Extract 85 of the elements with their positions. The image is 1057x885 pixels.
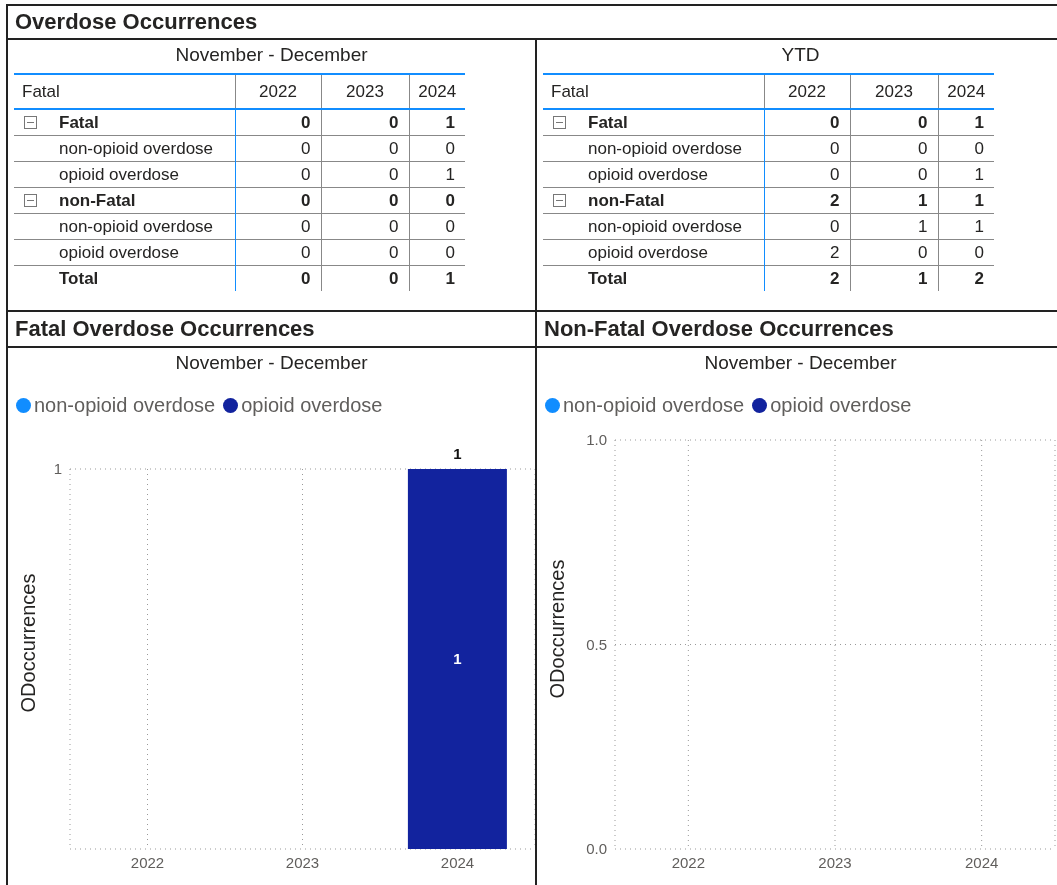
chart-subtitle: YTD (780, 43, 821, 67)
y-tick-label: 1 (53, 460, 62, 478)
data-label: 1 (850, 187, 938, 214)
data-label: 0 (764, 135, 850, 162)
data-label: 1 (938, 161, 994, 188)
legend-label: opioid overdose (241, 393, 383, 417)
data-label: 0 (409, 213, 465, 240)
y-tick-label: non-Fatal (588, 191, 665, 210)
data-label: 1 (409, 161, 465, 188)
y-tick-label: Total (59, 269, 99, 288)
x-tick-label: 2022 (671, 853, 706, 871)
x-tick-label: 2022 (764, 74, 850, 109)
data-label: 1 (409, 109, 465, 136)
data-label: 0 (850, 239, 938, 266)
x-tick-label: 2023 (818, 853, 852, 871)
y-tick-label: Total (588, 269, 628, 288)
data-label: 0 (321, 135, 409, 162)
data-label: 1 (850, 213, 938, 240)
data-label: 0 (235, 213, 321, 240)
y-tick-label: 0.0 (586, 840, 607, 858)
data-label: 0 (321, 109, 409, 136)
data-label: 0 (321, 265, 409, 291)
x-tick-label: 2024 (964, 853, 999, 871)
data-label: 0 (764, 161, 850, 188)
data-label: 1 (938, 109, 994, 136)
data-label: 0 (764, 109, 850, 136)
y-tick-label: non-opioid overdose (59, 217, 214, 236)
x-tick-label: 2023 (285, 853, 320, 871)
chart-title: Non-Fatal Overdose Occurrences (544, 315, 894, 343)
y-tick-label: 1.0 (586, 431, 607, 449)
data-label: 0 (235, 135, 321, 162)
data-label: 0 (235, 239, 321, 266)
data-label: 0 (235, 187, 321, 214)
y-tick-label: opioid overdose (588, 243, 709, 262)
y-tick-label: non-Fatal (59, 191, 136, 210)
x-tick-label: 2024 (417, 80, 458, 103)
legend-label: opioid overdose (770, 393, 912, 417)
x-tick-label: 2022 (235, 74, 321, 109)
chart-title: Overdose Occurrences (15, 8, 258, 36)
y-tick-label: Fatal (59, 113, 99, 132)
y-axis-title: ODoccurrences (546, 559, 568, 698)
data-label: 0 (409, 187, 465, 214)
data-label: 0 (850, 135, 938, 162)
data-label: 0 (764, 213, 850, 240)
data-label: 0 (409, 239, 465, 266)
x-tick-label: 2022 (130, 853, 165, 871)
data-label: 0 (938, 135, 994, 162)
x-tick-label: 2024 (440, 853, 475, 871)
y-tick-label: non-opioid overdose (59, 139, 214, 158)
x-tick-label: 2023 (850, 74, 938, 109)
data-label: 2 (764, 265, 850, 291)
y-tick-label: Fatal (588, 113, 628, 132)
y-tick-label: non-opioid overdose (588, 217, 743, 236)
chart-title: Fatal Overdose Occurrences (15, 315, 315, 343)
x-tick-label: 2023 (321, 74, 409, 109)
y-tick-label: opioid overdose (588, 165, 709, 184)
y-tick-label: opioid overdose (59, 165, 180, 184)
data-label: 2 (938, 265, 994, 291)
x-tick-label: 2024 (946, 80, 987, 103)
data-label: 0 (938, 239, 994, 266)
y-tick-label: opioid overdose (59, 243, 180, 262)
total-label: 1 (453, 445, 462, 462)
data-label: 1 (850, 265, 938, 291)
data-label: 1 (453, 650, 462, 667)
data-label: 0 (235, 265, 321, 291)
chart-subtitle: November - December (174, 351, 369, 375)
data-label: 1 (938, 213, 994, 240)
data-label: 0 (850, 109, 938, 136)
data-label: 0 (321, 213, 409, 240)
data-label: 2 (764, 239, 850, 266)
data-label: 0 (850, 161, 938, 188)
chart-subtitle: November - December (174, 43, 369, 67)
chart-subtitle: November - December (703, 351, 898, 375)
data-label: 0 (321, 187, 409, 214)
data-label: 1 (409, 265, 465, 291)
data-label: 0 (321, 161, 409, 188)
y-axis-title: ODoccurrences (17, 573, 39, 713)
data-label: 0 (321, 239, 409, 266)
data-label: 0 (409, 135, 465, 162)
data-label: 2 (764, 187, 850, 214)
y-tick-label: non-opioid overdose (588, 139, 743, 158)
data-label: 1 (938, 187, 994, 214)
data-label: 0 (235, 109, 321, 136)
y-tick-label: 0.5 (586, 635, 607, 653)
data-label: 0 (235, 161, 321, 188)
